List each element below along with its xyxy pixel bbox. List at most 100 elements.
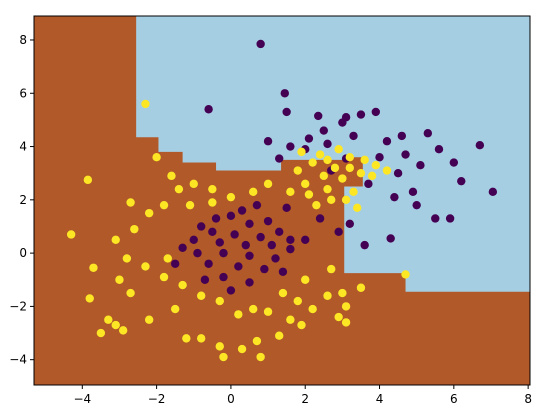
point-class-1-44 xyxy=(189,179,198,189)
point-class-0-42 xyxy=(275,227,284,237)
point-class-1-47 xyxy=(249,187,258,197)
point-class-0-15 xyxy=(412,200,421,210)
point-class-0-72 xyxy=(449,158,459,167)
point-class-1-22 xyxy=(334,312,343,322)
point-class-1-36 xyxy=(159,272,169,282)
point-class-0-12 xyxy=(457,176,466,186)
point-class-0-13 xyxy=(445,214,455,223)
point-class-0-11 xyxy=(488,187,498,197)
point-class-1-31 xyxy=(249,304,258,314)
point-class-0-25 xyxy=(263,137,273,146)
x-axis: −4 −2 0 2 4 6 8 xyxy=(73,385,532,406)
point-class-1-38 xyxy=(122,254,132,263)
point-class-1-3 xyxy=(89,263,98,272)
point-class-0-55 xyxy=(245,278,254,287)
point-class-1-49 xyxy=(126,198,135,207)
point-class-0-65 xyxy=(196,222,206,231)
point-class-1-56 xyxy=(327,264,336,274)
x-tick-label: 4 xyxy=(376,392,384,406)
point-class-1-74 xyxy=(341,195,351,205)
point-class-0-32 xyxy=(275,154,284,163)
point-class-1-59 xyxy=(163,254,172,263)
point-class-1-61 xyxy=(338,174,347,183)
plot-frame xyxy=(33,15,531,386)
point-class-0-56 xyxy=(178,243,187,252)
point-class-1-55 xyxy=(301,275,310,284)
point-class-1-33 xyxy=(215,296,224,306)
point-class-1-20 xyxy=(275,331,284,340)
point-class-0-41 xyxy=(256,232,265,242)
x-tick-label: 0 xyxy=(227,392,235,406)
point-class-0-38 xyxy=(263,216,273,226)
point-class-1-54 xyxy=(401,270,410,279)
point-class-1-25 xyxy=(338,288,347,298)
point-class-1-46 xyxy=(226,192,236,202)
point-class-0-19 xyxy=(286,244,295,254)
point-class-1-65 xyxy=(356,168,366,178)
x-tick-label: −4 xyxy=(73,392,91,406)
y-tick-label: 2 xyxy=(19,193,27,207)
point-class-1-64 xyxy=(308,158,317,167)
points-layer xyxy=(66,39,498,362)
point-class-0-48 xyxy=(219,248,228,258)
point-class-1-16 xyxy=(219,352,228,362)
point-class-0-39 xyxy=(208,227,217,237)
point-class-0-53 xyxy=(260,264,269,274)
x-tick-label: 6 xyxy=(450,392,458,406)
point-class-0-66 xyxy=(237,206,247,215)
point-class-1-21 xyxy=(297,320,306,330)
point-class-1-35 xyxy=(178,280,187,290)
point-class-1-27 xyxy=(308,304,317,314)
point-class-0-51 xyxy=(204,259,213,268)
point-class-1-39 xyxy=(111,235,120,244)
point-class-1-26 xyxy=(323,291,332,300)
point-class-0-2 xyxy=(282,107,291,117)
point-class-0-45 xyxy=(241,240,250,250)
point-class-0-70 xyxy=(434,145,444,154)
point-class-1-1 xyxy=(83,175,93,185)
point-class-1-81 xyxy=(382,166,392,175)
point-class-1-66 xyxy=(367,171,377,181)
point-class-1-14 xyxy=(196,334,206,343)
point-class-0-59 xyxy=(200,275,210,284)
point-class-0-21 xyxy=(364,179,373,189)
point-class-1-43 xyxy=(174,184,184,194)
point-class-1-7 xyxy=(111,320,120,330)
point-class-1-72 xyxy=(360,155,369,165)
point-class-1-77 xyxy=(286,187,295,197)
point-class-0-35 xyxy=(211,214,221,223)
point-class-1-37 xyxy=(141,262,150,271)
point-class-1-48 xyxy=(263,179,273,189)
point-class-1-32 xyxy=(234,310,243,319)
point-class-0-37 xyxy=(245,219,254,229)
point-class-0-3 xyxy=(280,89,289,98)
point-class-1-50 xyxy=(152,153,161,162)
point-class-0-67 xyxy=(278,267,288,276)
y-tick-label: 6 xyxy=(19,86,27,100)
point-class-1-53 xyxy=(208,198,217,207)
point-class-0-68 xyxy=(170,259,180,268)
point-class-0-17 xyxy=(386,234,395,243)
point-class-0-52 xyxy=(234,262,243,271)
point-class-1-28 xyxy=(293,296,302,306)
point-class-0-74 xyxy=(319,126,328,135)
point-class-1-58 xyxy=(286,315,295,324)
point-class-1-29 xyxy=(278,288,288,298)
point-class-1-70 xyxy=(301,179,310,189)
point-class-0-30 xyxy=(375,153,384,162)
point-class-1-71 xyxy=(293,166,302,175)
point-class-0-40 xyxy=(230,230,239,239)
point-class-1-80 xyxy=(297,147,306,157)
y-tick-label: 0 xyxy=(19,246,27,260)
point-class-0-73 xyxy=(338,118,347,127)
region-class-0 xyxy=(136,16,530,292)
point-class-1-41 xyxy=(144,208,154,218)
point-class-0-8 xyxy=(397,131,407,141)
point-class-0-22 xyxy=(390,192,399,202)
point-class-0-7 xyxy=(371,107,381,117)
point-class-1-15 xyxy=(215,342,224,351)
point-class-0-58 xyxy=(226,286,236,295)
point-class-0-47 xyxy=(193,248,202,258)
point-class-1-11 xyxy=(144,315,154,324)
